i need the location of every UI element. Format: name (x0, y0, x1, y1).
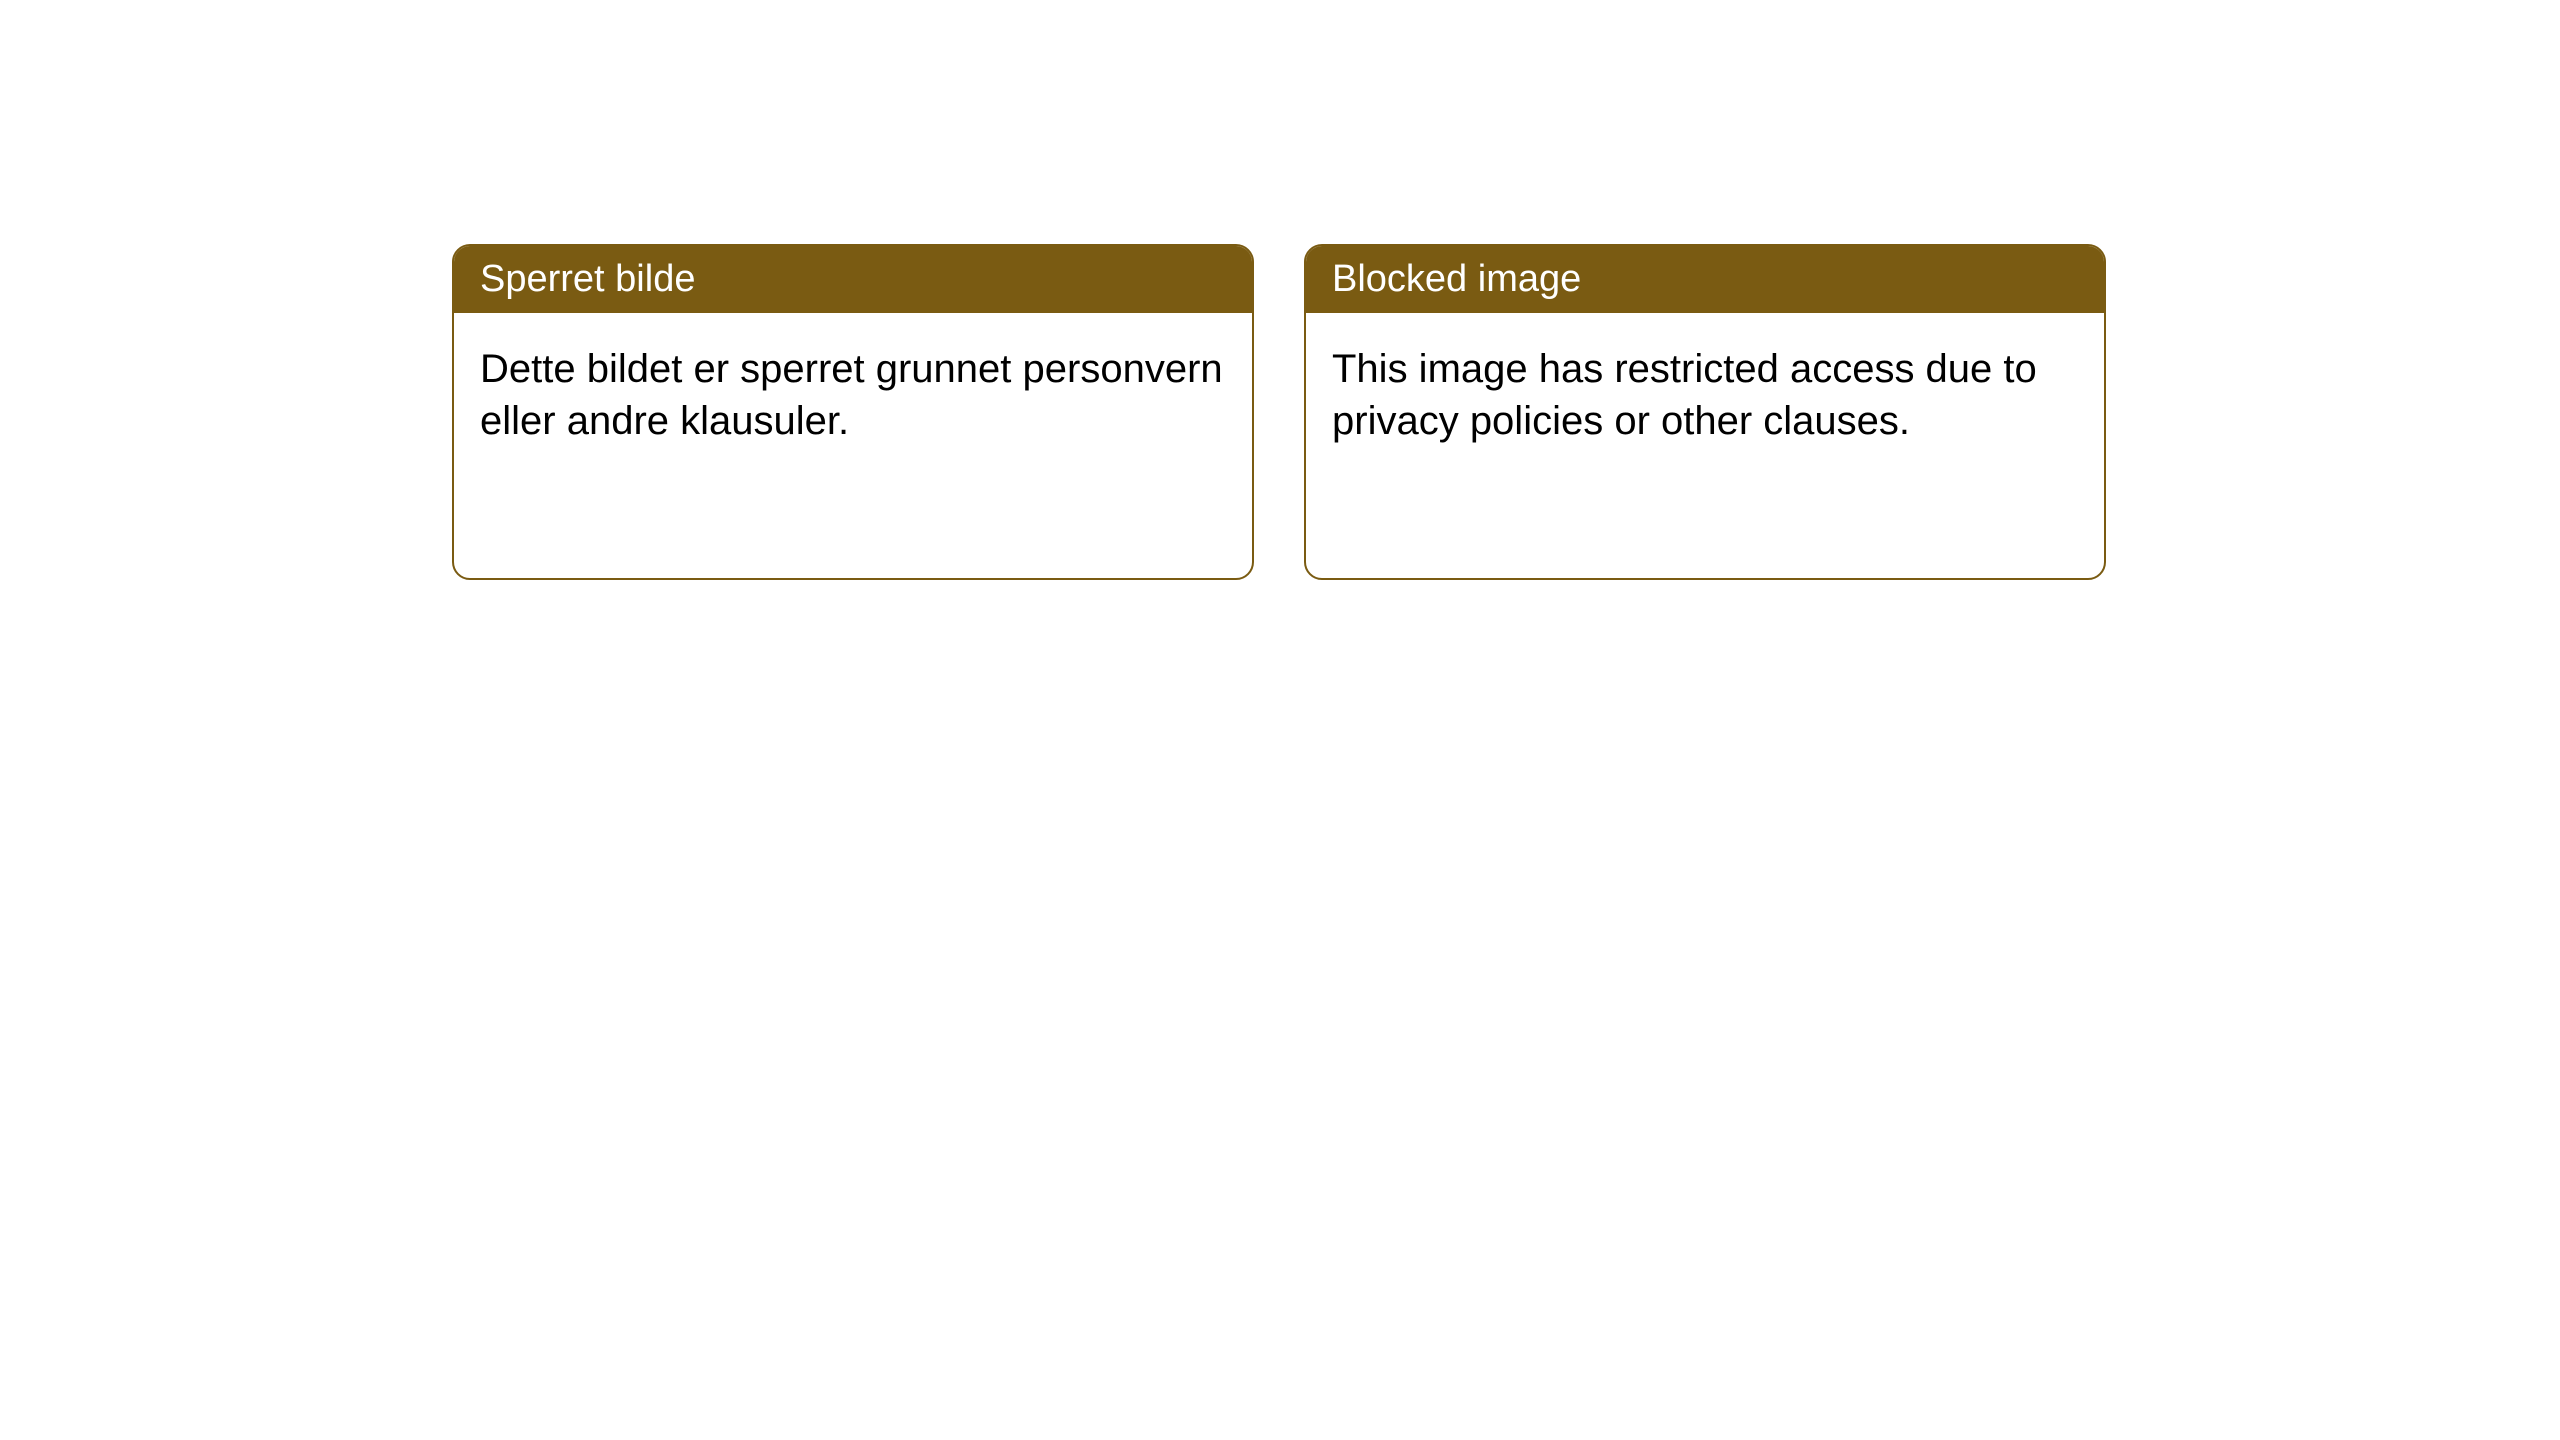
card-body: This image has restricted access due to … (1306, 313, 2104, 477)
card-container: Sperret bilde Dette bildet er sperret gr… (452, 244, 2106, 580)
card-body: Dette bildet er sperret grunnet personve… (454, 313, 1252, 477)
card-body-text: This image has restricted access due to … (1332, 347, 2037, 443)
card-header: Blocked image (1306, 246, 2104, 313)
notice-card-norwegian: Sperret bilde Dette bildet er sperret gr… (452, 244, 1254, 580)
card-header: Sperret bilde (454, 246, 1252, 313)
card-header-text: Blocked image (1332, 258, 1581, 300)
card-body-text: Dette bildet er sperret grunnet personve… (480, 347, 1223, 443)
card-header-text: Sperret bilde (480, 258, 695, 300)
notice-card-english: Blocked image This image has restricted … (1304, 244, 2106, 580)
